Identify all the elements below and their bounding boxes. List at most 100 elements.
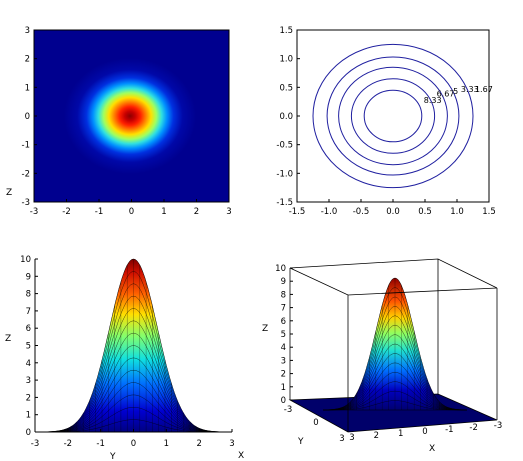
contour-level-label: 8.33 [424, 96, 442, 105]
contour-x-tick-label: -1.5 [289, 207, 306, 217]
surface-side-mesh [35, 259, 232, 433]
contour-y-tick-label: 1.0 [279, 55, 293, 65]
heatmap-z-label: Z [6, 188, 12, 198]
contour-x-tick-label: 0.0 [386, 207, 400, 217]
heatmap-y-tick-label: 3 [25, 26, 30, 36]
surface-3d-z-tick-label: 10 [275, 264, 286, 274]
contour-level-label: 3.33 [461, 85, 479, 94]
surface-side-z-tick-label: 3 [26, 376, 31, 386]
contour-level-labels: 8.336.675 3.331.67 [424, 85, 493, 105]
surface-side-x-ticks: -3 -2 -1 0 1 2 3 [31, 429, 235, 449]
surface-side-panel: -3 -2 -1 0 1 2 3 0 1 2 3 4 5 6 7 8 9 10 Z X Y [5, 255, 244, 461]
contour-y-tick-label: -1.0 [276, 169, 293, 179]
surface-side-z-tick-label: 10 [20, 255, 31, 265]
surface-3d-z-tick-label: 9 [281, 277, 286, 287]
surface-3d-x-ticks: 3 2 1 0 -1 -2 -3 [349, 421, 502, 443]
heatmap-y-ticks: -3 -2 -1 0 1 2 3 [22, 26, 37, 208]
contour-y-tick-label: -1.5 [276, 198, 293, 208]
surface-3d-x-tick-label: 1 [398, 429, 403, 439]
contour-x-tick-label: 1.0 [450, 207, 464, 217]
contour-x-tick-label: -1.0 [321, 207, 338, 217]
surface-3d-z-tick-label: 4 [281, 343, 286, 353]
contour-y-tick-label: 0.0 [279, 112, 293, 122]
surface-3d-y-tick-label: 3 [339, 434, 344, 444]
surface-side-y-label: Y [109, 452, 116, 461]
heatmap-x-tick-label: 0 [129, 207, 134, 217]
contour-frame [296, 29, 490, 203]
surface-3d-z-tick-label: 2 [281, 370, 286, 380]
heatmap-peak [64, 58, 196, 174]
surface-3d-z-tick-label: 7 [281, 304, 286, 314]
surface-side-x-tick-label: 1 [164, 439, 169, 449]
surface-3d-y-tick-label: 0 [313, 418, 318, 428]
surface-3d-y-tick-label: -3 [284, 405, 292, 415]
surface-side-z-tick-label: 7 [26, 307, 31, 317]
surface-side-z-tick-label: 4 [26, 359, 31, 369]
heatmap-x-tick-label: 3 [226, 207, 231, 217]
contour-line [338, 66, 448, 166]
heatmap-x-tick-label: 2 [194, 207, 199, 217]
surface-side-z-tick-label: 6 [26, 324, 31, 334]
surface-side-x-tick-label: -1 [96, 439, 104, 449]
surface-side-x-tick-label: 2 [196, 439, 201, 449]
heatmap-y-tick-label: -1 [22, 141, 30, 151]
surface-side-x-tick-label: 3 [229, 439, 234, 449]
surface-side-z-tick-label: 2 [26, 393, 31, 403]
surface-3d-z-tick-label: 1 [281, 383, 286, 393]
surface-3d-z-tick-label: 5 [281, 330, 286, 340]
surface-side-z-tick-label: 8 [26, 290, 31, 300]
surface-side-z-tick-label: 1 [26, 411, 31, 421]
contour-y-tick-label: 0.5 [279, 83, 293, 93]
surface-3d-z-tick-label: 3 [281, 356, 286, 366]
contour-lines [312, 43, 474, 189]
contour-y-tick-label: 1.5 [279, 26, 293, 36]
surface-3d-mesh [322, 278, 468, 411]
surface-3d-y-ticks: -3 0 3 [284, 405, 345, 444]
surface-3d-z-tick-label: 0 [281, 396, 286, 406]
heatmap-y-tick-label: -2 [22, 169, 30, 179]
heatmap-y-tick-label: 0 [25, 112, 30, 122]
contour-y-tick-label: -0.5 [276, 141, 293, 151]
heatmap-x-ticks: -3 -2 -1 0 1 2 3 [30, 199, 232, 217]
contour-y-ticks: -1.5 -1.0 -0.5 0.0 0.5 1.0 1.5 [276, 26, 300, 208]
contour-x-tick-label: 1.5 [482, 207, 496, 217]
heatmap-x-tick-label: -3 [30, 207, 38, 217]
contour-x-ticks: -1.5 -1.0 -0.5 0.0 0.5 1.0 1.5 [289, 199, 496, 217]
surface-3d-x-tick-label: -3 [494, 421, 502, 431]
surface-side-z-tick-label: 9 [26, 272, 31, 282]
surface-side-z-ticks: 0 1 2 3 4 5 6 7 8 9 10 [20, 255, 38, 438]
surface-side-x-tick-label: -2 [64, 439, 72, 449]
contour-line [326, 56, 460, 176]
heatmap-y-tick-label: 2 [25, 55, 30, 65]
contour-level-label: 6.67 [437, 90, 455, 99]
heatmap-x-tick-label: 1 [161, 207, 166, 217]
surface-3d-z-tick-label: 8 [281, 290, 286, 300]
surface-side-x-label: X [238, 451, 244, 461]
surface-side-z-tick-label: 0 [26, 428, 31, 438]
contour-level-label: 1.67 [475, 85, 493, 94]
contour-panel: 8.336.675 3.331.67 -1.5 -1.0 -0.5 0.0 0.5 1.0 1… [276, 26, 495, 217]
surface-3d-x-label: X [429, 444, 435, 454]
surface-side-x-tick-label: 0 [131, 439, 136, 449]
surface-3d-z-label: Z [262, 324, 268, 334]
surface-3d-x-tick-label: 2 [374, 431, 379, 441]
heatmap-panel: -3 -2 -1 0 1 2 3 -3 -2 -1 0 1 2 3 Z [6, 26, 232, 217]
heatmap-y-tick-label: 1 [25, 83, 30, 93]
surface-3d-x-tick-label: -1 [445, 425, 453, 435]
contour-line [312, 43, 474, 189]
contour-line [363, 89, 423, 143]
surface-3d-x-tick-label: 3 [349, 433, 354, 443]
surface-side-z-tick-label: 5 [26, 342, 31, 352]
heatmap-x-tick-label: -1 [95, 207, 103, 217]
contour-x-tick-label: -0.5 [353, 207, 370, 217]
contour-line [350, 78, 436, 154]
surface-3d-z-ticks: 0 1 2 3 4 5 6 7 8 9 10 [275, 264, 293, 406]
surface-side-z-label: Z [5, 334, 11, 344]
heatmap-y-tick-label: -3 [22, 198, 30, 208]
surface-3d-y-label: Y [297, 437, 304, 447]
surface-3d-x-tick-label: 0 [422, 427, 427, 437]
heatmap-x-tick-label: -2 [62, 207, 70, 217]
contour-level-label: 5 [453, 87, 458, 96]
